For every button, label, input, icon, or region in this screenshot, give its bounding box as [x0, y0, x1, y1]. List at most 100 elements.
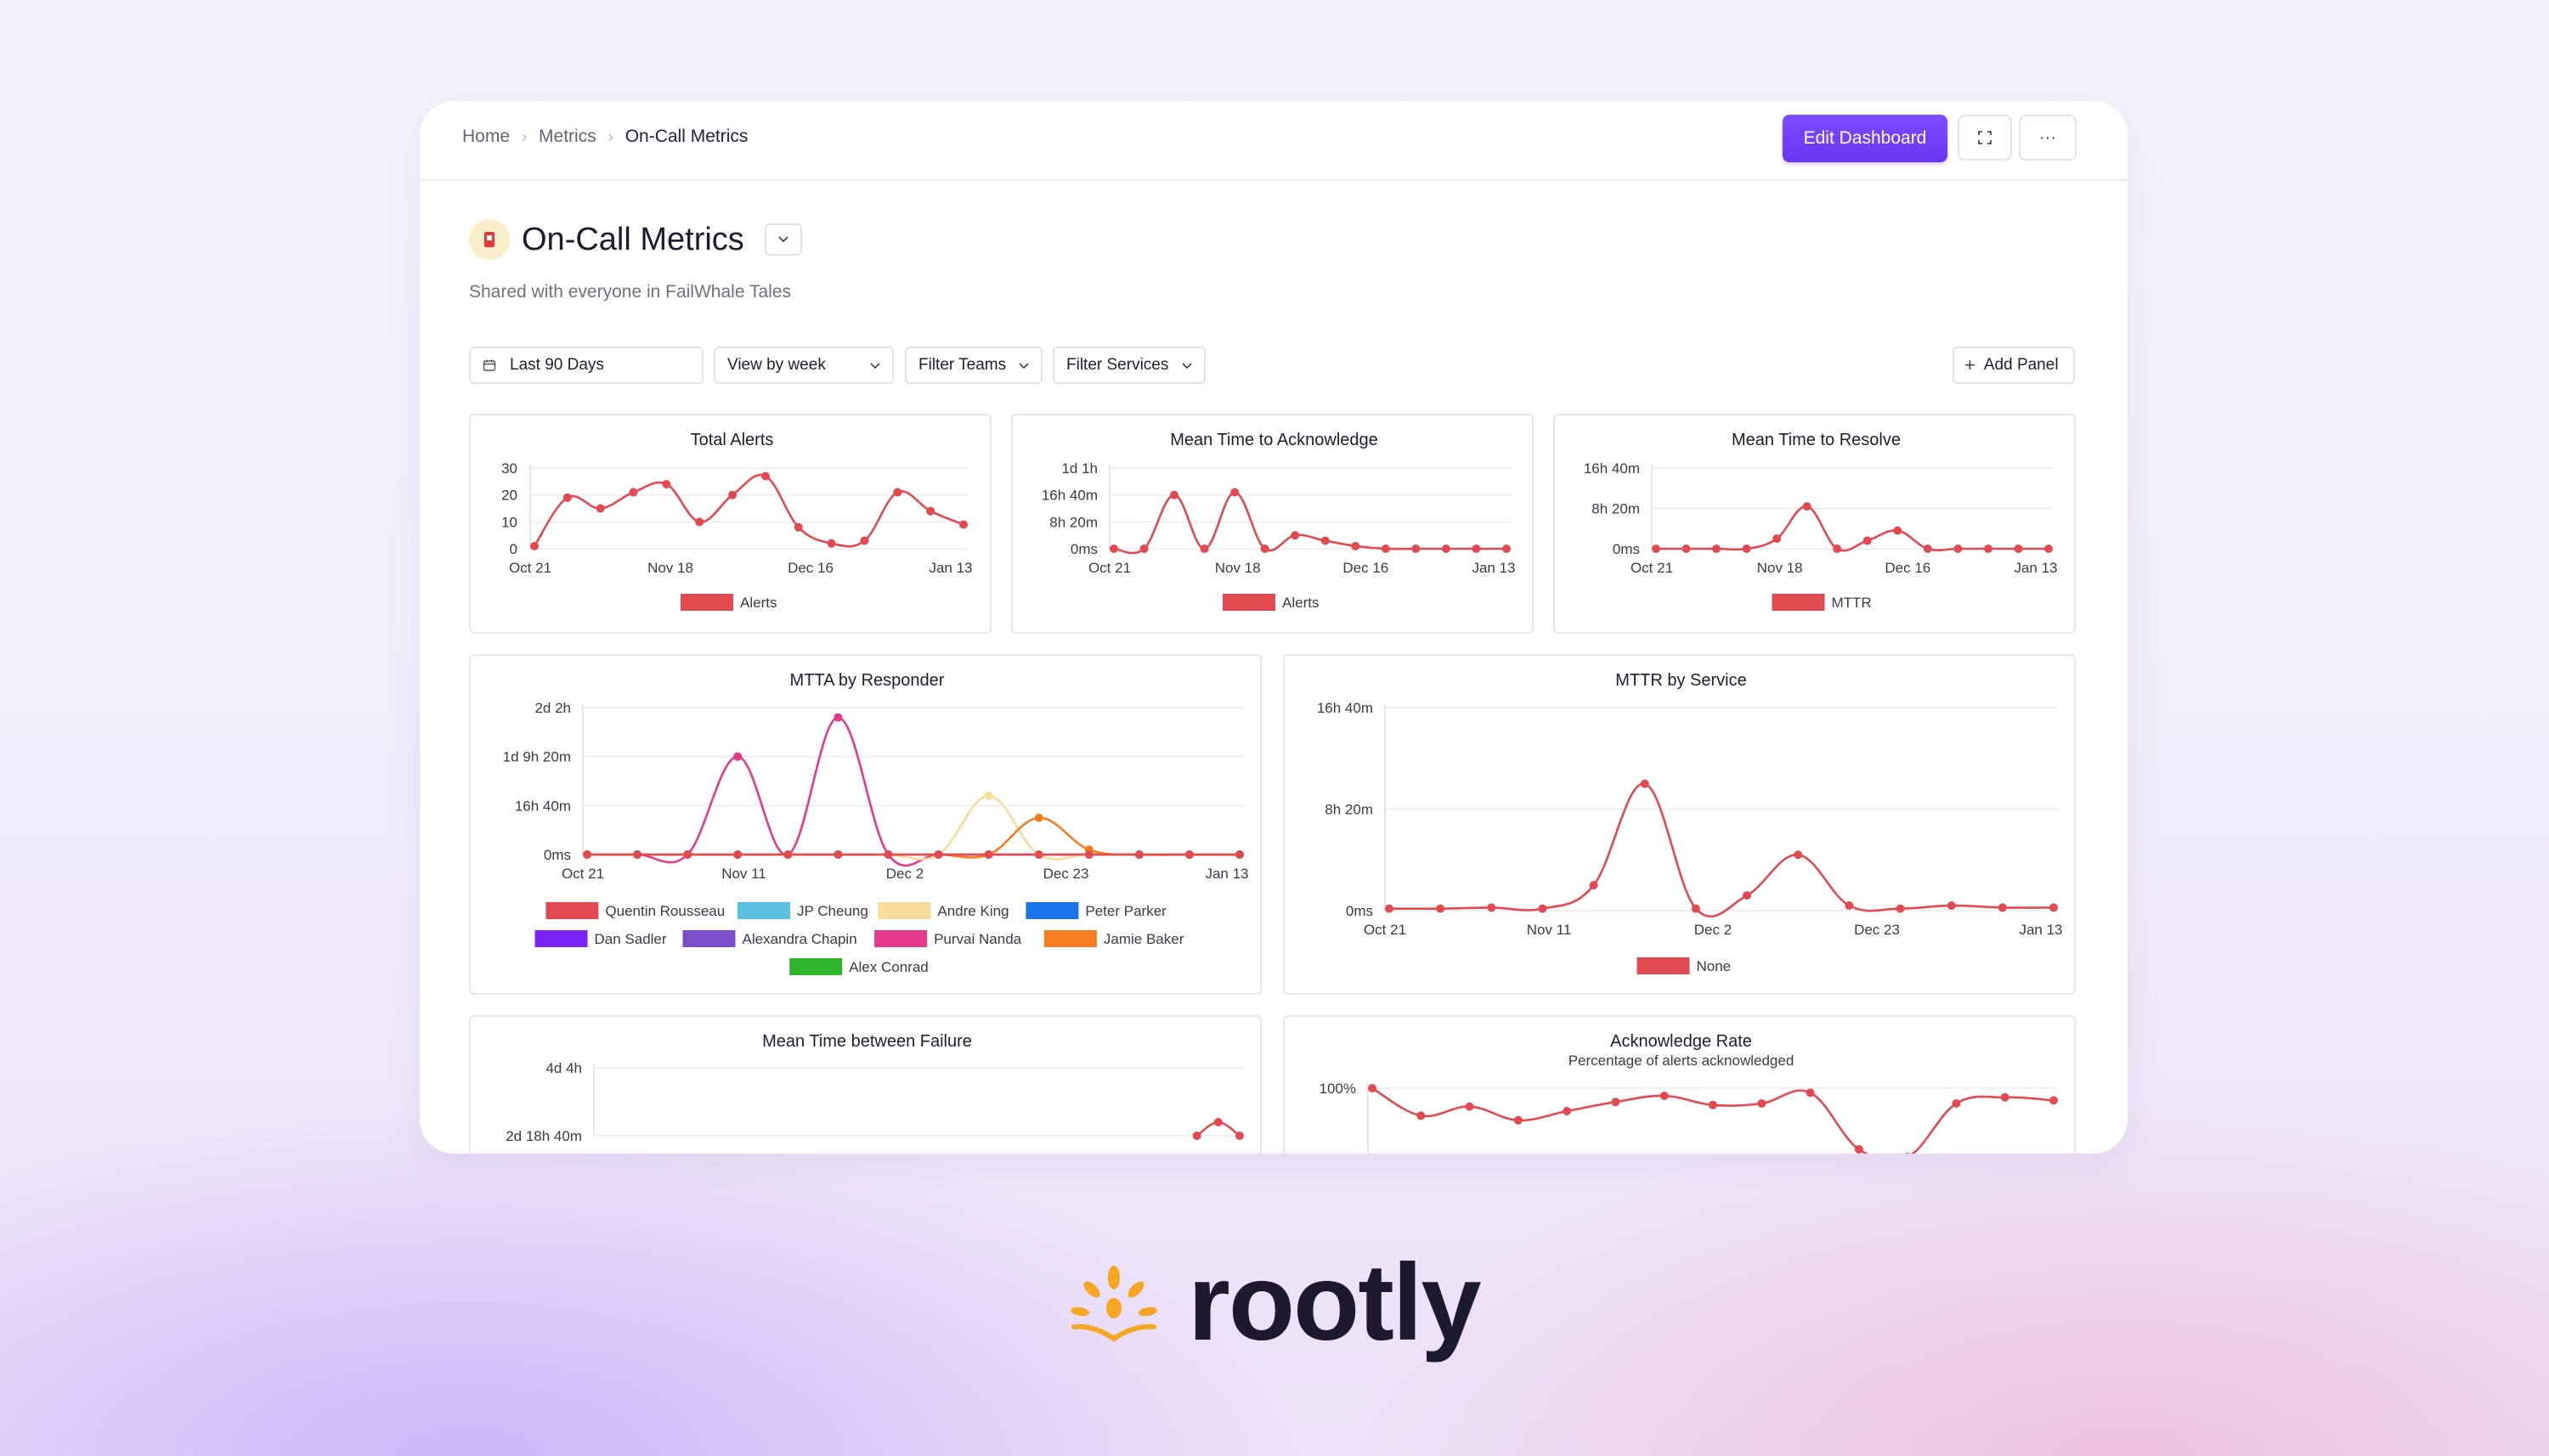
chart-mtta-by-responder: MTTA by Responder 0ms 16h 40m 1d 9h 20m 2d 2…: [503, 671, 1249, 975]
x-tick-label: Dec 16: [1885, 560, 1930, 576]
pager-icon: [469, 219, 510, 260]
data-point: [596, 504, 605, 513]
legend-swatch: [545, 902, 599, 919]
data-point: [1381, 545, 1390, 553]
data-point: [2049, 903, 2058, 912]
brand-logo: rootly: [1069, 1249, 1482, 1357]
date-range-select[interactable]: Last 90 Days: [469, 347, 704, 384]
legend-label: Alerts: [1282, 595, 1319, 611]
legend-swatch: [1772, 594, 1825, 611]
x-tick-label: Jan 13: [929, 560, 972, 576]
data-point: [984, 850, 993, 859]
legend-swatch: [681, 594, 733, 611]
x-tick-label: Nov 18: [647, 560, 693, 576]
legend-label: JP Cheung: [797, 903, 868, 919]
data-point: [1953, 545, 1963, 553]
chart-title: MTTA by Responder: [790, 671, 945, 690]
data-point: [1611, 1098, 1620, 1107]
y-tick-label: 8h 20m: [1591, 501, 1640, 517]
y-tick-label: 0ms: [1613, 541, 1640, 557]
chart-mttr-by-service: MTTR by Service 0ms 8h 20m 16h 40m Oct 21 Nov…: [1317, 671, 2063, 974]
chart-mean-time-between-failure: Mean Time between Failure 2d 18h 40m 4d 4h: [506, 1032, 1244, 1144]
panel-mean-time-to-resolve[interactable]: Mean Time to Resolve 0ms 8h 20m 16h 40m Oct …: [1553, 414, 2076, 634]
data-point: [1709, 1100, 1717, 1109]
data-point: [1110, 545, 1118, 553]
filter-services-label: Filter Services: [1066, 356, 1169, 374]
series-line: [1388, 782, 2054, 918]
x-tick-label: Nov 18: [1215, 560, 1261, 576]
data-point: [1200, 545, 1209, 553]
x-tick-label: Oct 21: [1364, 922, 1406, 938]
y-tick-label: 1d 1h: [1061, 460, 1098, 477]
data-point: [926, 506, 935, 516]
data-point: [2014, 545, 2023, 553]
data-point: [1441, 545, 1450, 553]
chart-subtitle: Percentage of alerts acknowledged: [1568, 1052, 1794, 1069]
view-by-label: View by week: [727, 356, 826, 374]
data-point: [893, 488, 902, 497]
y-tick-label: 100%: [1320, 1081, 1356, 1097]
data-point: [860, 536, 869, 545]
data-point: [794, 522, 803, 532]
legend-label: Dan Sadler: [595, 931, 667, 947]
data-point: [662, 480, 671, 488]
data-point: [1923, 545, 1932, 553]
breadcrumb-current: On-Call Metrics: [625, 127, 749, 146]
breadcrumb-metrics[interactable]: Metrics: [539, 127, 596, 146]
chart-mean-time-to-resolve: Mean Time to Resolve 0ms 8h 20m 16h 40m Oct …: [1584, 431, 2058, 611]
data-point: [1947, 901, 1956, 911]
data-point: [1487, 903, 1496, 912]
breadcrumb-home[interactable]: Home: [462, 127, 511, 146]
breadcrumb: Home › Metrics › On-Call Metrics: [462, 127, 748, 147]
filter-teams-select[interactable]: Filter Teams: [905, 347, 1043, 384]
filter-teams-label: Filter Teams: [918, 356, 1007, 374]
x-tick-label: Jan 13: [2019, 922, 2062, 938]
expand-icon: [1978, 131, 1992, 144]
panel-acknowledge-rate[interactable]: Acknowledge Rate Percentage of alerts ack…: [1283, 1015, 2076, 1154]
legend-swatch: [738, 902, 790, 919]
legend-label: Alexandra Chapin: [743, 931, 857, 947]
expand-button[interactable]: [1958, 115, 2012, 161]
data-point: [1235, 850, 1244, 859]
panel-mttr-by-service[interactable]: MTTR by Service 0ms 8h 20m 16h 40m Oct 21 Nov…: [1283, 654, 2076, 995]
panel-total-alerts[interactable]: Total Alerts 0 10 20 30 Oct 21 Nov 18 Dec 16 Jan…: [469, 414, 992, 634]
data-point: [1743, 891, 1752, 900]
data-point: [633, 850, 642, 859]
data-point: [1436, 904, 1445, 913]
chart-mean-time-to-acknowledge: Mean Time to Acknowledge 0ms 8h 20m 16h 40m…: [1042, 431, 1516, 611]
x-tick-label: Dec 16: [788, 560, 834, 576]
add-panel-label: Add Panel: [1983, 356, 2059, 374]
y-tick-label: 0: [510, 541, 517, 557]
data-point: [629, 488, 638, 497]
chevron-down-icon: [778, 236, 788, 243]
y-tick-label: 2d 18h 40m: [506, 1128, 582, 1144]
data-point: [1681, 545, 1691, 553]
y-tick-label: 16h 40m: [515, 798, 571, 814]
data-point: [1794, 850, 1803, 860]
plus-icon: +: [1964, 354, 1975, 375]
y-tick-label: 20: [501, 488, 517, 504]
data-point: [1905, 1153, 1911, 1154]
data-point: [1589, 881, 1598, 890]
filter-services-select[interactable]: Filter Services: [1053, 347, 1206, 384]
panel-mtta-by-responder[interactable]: MTTA by Responder 0ms 16h 40m 1d 9h 20m 2d 2…: [469, 654, 1262, 995]
data-point: [1742, 545, 1751, 553]
data-point: [1513, 1115, 1523, 1125]
legend-label: Alex Conrad: [849, 959, 929, 975]
title-dropdown-button[interactable]: [764, 223, 802, 256]
more-options-button[interactable]: ···: [2019, 115, 2077, 161]
legend-swatch: [1636, 957, 1690, 974]
data-point: [1538, 904, 1547, 913]
y-tick-label: 1d 9h 20m: [503, 749, 571, 765]
data-point: [834, 713, 843, 722]
panel-mean-time-to-acknowledge[interactable]: Mean Time to Acknowledge 0ms 8h 20m 16h 40m…: [1011, 414, 1534, 634]
edit-dashboard-button[interactable]: Edit Dashboard: [1783, 115, 1947, 162]
panel-mean-time-between-failure[interactable]: Mean Time between Failure 2d 18h 40m 4d 4h: [469, 1015, 1262, 1154]
view-by-select[interactable]: View by week: [714, 347, 894, 384]
data-point: [1139, 545, 1149, 553]
chevron-down-icon: [1019, 356, 1029, 375]
series-line: [1371, 1086, 2054, 1154]
add-panel-button[interactable]: + Add Panel: [1953, 347, 2075, 384]
x-tick-label: Nov 11: [721, 866, 766, 882]
